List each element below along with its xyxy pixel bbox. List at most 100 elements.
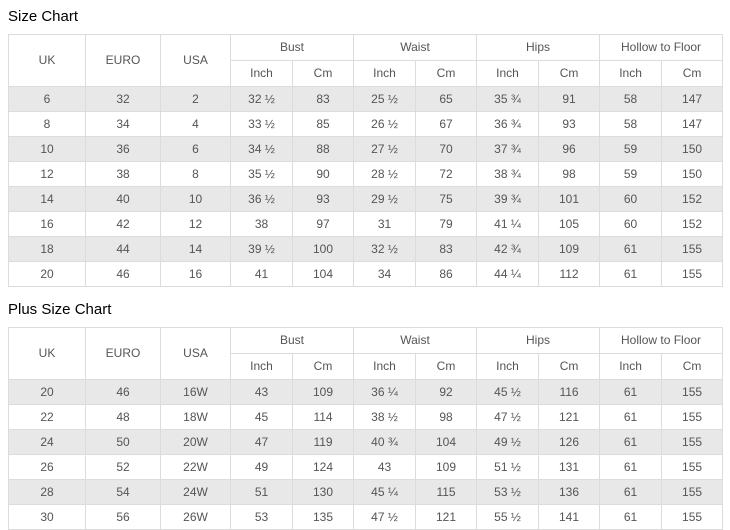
table-cell: 12: [160, 211, 231, 237]
table-cell: 38 ¾: [476, 161, 540, 187]
table-cell: 14: [160, 236, 231, 262]
table-cell: 22: [8, 404, 86, 430]
table-row: 20 46 16 41 104 34 86 44 ¼ 112 61 155: [8, 261, 724, 287]
column-subheader-inch: Inch: [599, 353, 663, 380]
table-cell: 26: [8, 454, 86, 480]
table-cell: 4: [160, 111, 231, 137]
table-cell: 58: [599, 111, 663, 137]
plus-size-chart-table: UK EURO USA Bust Waist Hips Hollow to Floor Inc…: [8, 327, 724, 530]
table-cell: 35 ¾: [476, 86, 540, 112]
table-cell: 6: [8, 86, 86, 112]
table-cell: 54: [85, 479, 161, 505]
table-cell: 109: [291, 379, 355, 405]
table-cell: 41 ¼: [476, 211, 540, 237]
table-row: 26 52 22W 49 124 43 109 51 ½ 131 61 155: [8, 454, 724, 480]
table-cell: 93: [538, 111, 601, 137]
table-cell: 20: [8, 379, 86, 405]
table-row: 20 46 16W 43 109 36 ¼ 92 45 ½ 116 61 155: [8, 379, 724, 405]
table-cell: 152: [661, 211, 724, 237]
table-cell: 147: [661, 86, 724, 112]
table-cell: 59: [599, 136, 663, 162]
table-cell: 121: [538, 404, 601, 430]
table-cell: 36 ½: [230, 186, 293, 212]
table-row: 6 32 2 32 ½ 83 25 ½ 65 35 ¾ 91 58 147: [8, 86, 724, 112]
table-cell: 30: [8, 504, 86, 530]
column-header-uk: UK: [8, 327, 86, 380]
plus-size-chart-title: Plus Size Chart: [8, 301, 112, 318]
column-group-header-bust: Bust: [229, 34, 355, 61]
table-row: 14 40 10 36 ½ 93 29 ½ 75 39 ¾ 101 60 152: [8, 186, 724, 212]
table-cell: 61: [599, 504, 663, 530]
table-cell: 32: [85, 86, 161, 112]
table-cell: 52: [85, 454, 161, 480]
table-cell: 60: [599, 186, 663, 212]
table-cell: 131: [538, 454, 601, 480]
table-cell: 101: [538, 186, 601, 212]
table-cell: 46: [85, 379, 161, 405]
column-group-header-hips: Hips: [476, 327, 601, 354]
table-cell: 93: [291, 186, 355, 212]
table-cell: 43: [230, 379, 293, 405]
column-group-header-hollow-to-floor: Hollow to Floor: [599, 34, 724, 61]
table-cell: 119: [291, 429, 355, 455]
table-cell: 155: [661, 379, 724, 405]
table-cell: 56: [85, 504, 161, 530]
table-cell: 130: [291, 479, 355, 505]
table-cell: 109: [415, 454, 478, 480]
table-cell: 58: [599, 86, 663, 112]
column-subheader-cm: Cm: [538, 60, 601, 87]
table-cell: 126: [538, 429, 601, 455]
table-cell: 49: [230, 454, 293, 480]
table-cell: 67: [415, 111, 478, 137]
table-cell: 44 ¼: [476, 261, 540, 287]
table-cell: 25 ½: [353, 86, 417, 112]
table-cell: 105: [538, 211, 601, 237]
table-cell: 26 ½: [353, 111, 417, 137]
table-cell: 47 ½: [476, 404, 540, 430]
table-cell: 112: [538, 261, 601, 287]
column-group-header-hips: Hips: [476, 34, 601, 61]
table-cell: 22W: [160, 454, 231, 480]
table-cell: 18W: [160, 404, 231, 430]
table-cell: 141: [538, 504, 601, 530]
table-cell: 12: [8, 161, 86, 187]
table-cell: 6: [160, 136, 231, 162]
table-cell: 48: [85, 404, 161, 430]
table-cell: 91: [538, 86, 601, 112]
table-cell: 83: [291, 86, 355, 112]
table-cell: 155: [661, 236, 724, 262]
table-cell: 104: [291, 261, 355, 287]
table-cell: 83: [415, 236, 478, 262]
column-group-header-hollow-to-floor: Hollow to Floor: [599, 327, 724, 354]
table-cell: 40: [85, 186, 161, 212]
table-cell: 100: [291, 236, 355, 262]
table-cell: 147: [661, 111, 724, 137]
table-cell: 44: [85, 236, 161, 262]
table-cell: 90: [291, 161, 355, 187]
table-cell: 50: [85, 429, 161, 455]
table-cell: 61: [599, 236, 663, 262]
column-subheader-inch: Inch: [230, 60, 293, 87]
table-cell: 152: [661, 186, 724, 212]
table-cell: 8: [160, 161, 231, 187]
table-cell: 97: [291, 211, 355, 237]
table-cell: 61: [599, 479, 663, 505]
table-cell: 92: [415, 379, 478, 405]
table-cell: 14: [8, 186, 86, 212]
table-cell: 61: [599, 379, 663, 405]
table-cell: 150: [661, 161, 724, 187]
table-cell: 16W: [160, 379, 231, 405]
table-cell: 60: [599, 211, 663, 237]
table-row: 28 54 24W 51 130 45 ¼ 115 53 ½ 136 61 155: [8, 479, 724, 505]
table-cell: 124: [291, 454, 355, 480]
table-cell: 34 ½: [230, 136, 293, 162]
table-cell: 88: [291, 136, 355, 162]
table-cell: 34: [353, 261, 417, 287]
table-cell: 26W: [160, 504, 231, 530]
size-chart-table: UK EURO USA Bust Waist Hips Hollow to Floor Inc…: [8, 34, 724, 287]
column-subheader-inch: Inch: [599, 60, 663, 87]
table-cell: 38 ½: [353, 404, 417, 430]
table-cell: 20: [8, 261, 86, 287]
table-cell: 86: [415, 261, 478, 287]
column-header-usa: USA: [160, 34, 231, 87]
